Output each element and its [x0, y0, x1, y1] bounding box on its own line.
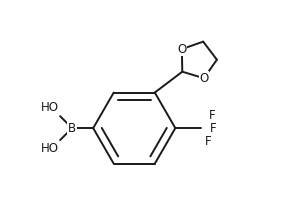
Text: F: F: [210, 122, 217, 135]
Text: F: F: [205, 135, 212, 147]
Text: B: B: [68, 122, 76, 135]
Text: O: O: [199, 72, 208, 85]
Text: O: O: [177, 43, 187, 56]
Text: F: F: [209, 109, 215, 122]
Text: HO: HO: [41, 101, 59, 114]
Text: HO: HO: [41, 142, 59, 155]
